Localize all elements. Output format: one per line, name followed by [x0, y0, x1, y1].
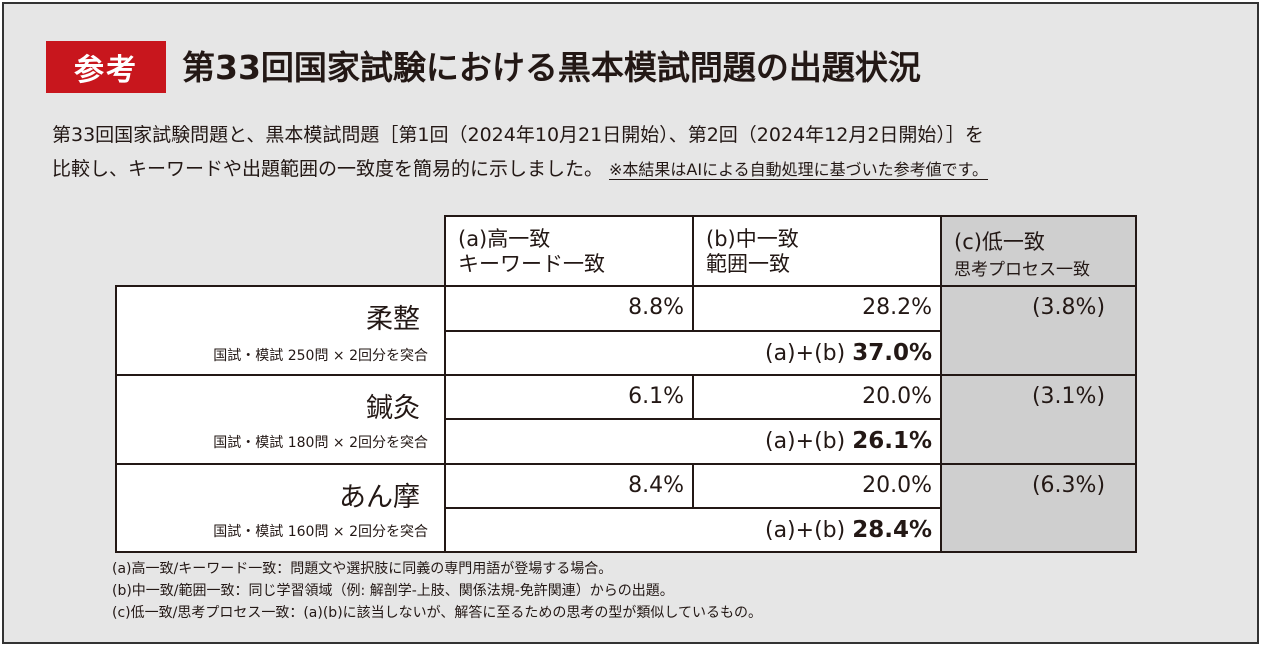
footnotes: (a)高一致/キーワード一致：問題文や選択肢に同義の専門用語が登場する場合。 (… [112, 558, 762, 624]
sum-text: (a)+(b) 37.0% [765, 340, 932, 366]
value-c: (3.1%) [940, 374, 1137, 465]
value-a: 8.4% [444, 463, 694, 509]
sum-value: 26.1% [852, 428, 932, 454]
description-line-1: 第33回国家試験問題と、黒本模試問題［第1回（2024年10月21日開始）、第2… [52, 124, 984, 146]
value-c-text: (3.1%) [1031, 384, 1106, 409]
category-label: あん摩 [339, 482, 420, 513]
header-a-subtitle: キーワード一致 [458, 252, 605, 276]
value-b: 20.0% [692, 374, 942, 420]
description-line-2: 比較し、キーワードや出題範囲の一致度を簡易的に示しました。 ※本結果はAIによる自… [52, 152, 1242, 187]
sum-cell: (a)+(b) 37.0% [444, 330, 942, 376]
category-note: 国試・模試 160問 × 2回分を突合 [213, 524, 428, 540]
sum-cell: (a)+(b) 26.1% [444, 418, 942, 465]
category-note: 国試・模試 250問 × 2回分を突合 [213, 348, 428, 364]
value-c-text: (3.8%) [1031, 295, 1106, 320]
footnote-c: (c)低一致/思考プロセス一致：(a)(b)に該当しないが、解答に至るための思考… [112, 605, 762, 621]
value-b: 20.0% [692, 463, 942, 509]
sum-text: (a)+(b) 28.4% [765, 517, 932, 543]
row-label-cell: あん摩 国試・模試 160問 × 2回分を突合 [115, 463, 446, 553]
header-c-subtitle: 思考プロセス一致 [954, 260, 1090, 280]
sum-label: (a)+(b) [764, 518, 846, 543]
header-a-title: (a)高一致 [458, 227, 551, 251]
category-note: 国試・模試 180問 × 2回分を突合 [213, 435, 428, 451]
sum-value: 37.0% [852, 340, 932, 366]
header-c-title: (c)低一致 [954, 230, 1045, 254]
category-label: 鍼灸 [366, 393, 420, 424]
disclaimer-note: ※本結果はAIによる自動処理に基づいた参考値です。 [609, 160, 989, 179]
header-a: (a)高一致 キーワード一致 [444, 215, 694, 287]
footnote-a: (a)高一致/キーワード一致：問題文や選択肢に同義の専門用語が登場する場合。 [112, 561, 613, 577]
row-label-cell: 柔整 国試・模試 250問 × 2回分を突合 [115, 285, 446, 376]
sum-text: (a)+(b) 26.1% [765, 428, 932, 454]
value-b: 28.2% [692, 285, 942, 332]
value-c-text: (6.3%) [1031, 473, 1106, 498]
header-b-subtitle: 範囲一致 [706, 252, 790, 276]
footnote-b: (b)中一致/範囲一致：同じ学習領域（例: 解剖学-上肢、関係法規-免許関連）か… [112, 583, 674, 599]
description: 第33回国家試験問題と、黒本模試問題［第1回（2024年10月21日開始）、第2… [52, 118, 1242, 187]
header-c: (c)低一致 思考プロセス一致 [940, 215, 1137, 287]
value-c: (3.8%) [940, 285, 1137, 376]
reference-badge: 参考 [46, 41, 166, 93]
header-b-title: (b)中一致 [706, 227, 799, 251]
sum-label: (a)+(b) [764, 429, 846, 454]
sum-label: (a)+(b) [764, 341, 846, 366]
value-a: 6.1% [444, 374, 694, 420]
row-label-cell: 鍼灸 国試・模試 180問 × 2回分を突合 [115, 374, 446, 465]
page-title: 第33回国家試験における黒本模試問題の出題状況 [182, 48, 921, 87]
sum-value: 28.4% [852, 517, 932, 543]
header-b: (b)中一致 範囲一致 [692, 215, 942, 287]
category-label: 柔整 [366, 304, 420, 335]
value-c: (6.3%) [940, 463, 1137, 553]
value-a: 8.8% [444, 285, 694, 332]
description-line-2-text: 比較し、キーワードや出題範囲の一致度を簡易的に示しました。 [52, 158, 604, 180]
sum-cell: (a)+(b) 28.4% [444, 507, 942, 553]
